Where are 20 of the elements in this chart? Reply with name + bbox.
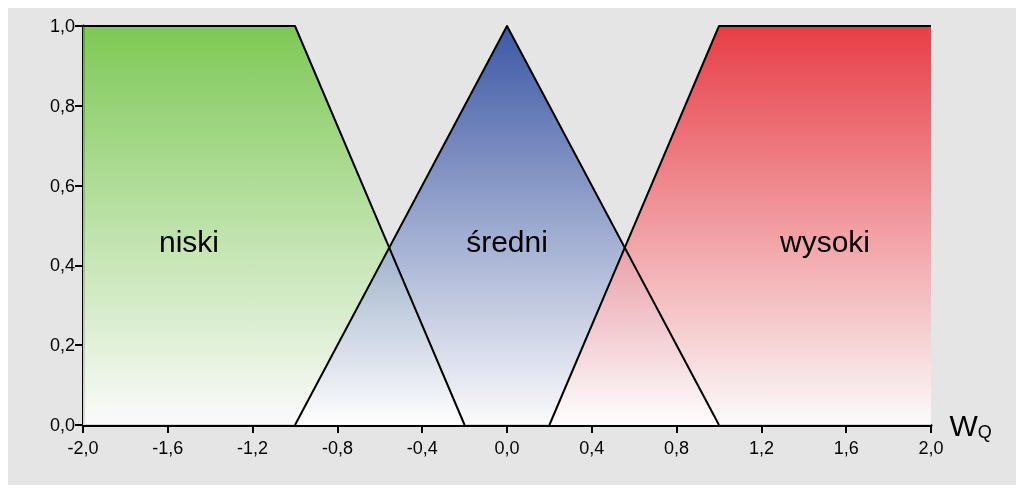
x-tick-label: 0,8 [664, 438, 690, 458]
y-tick-label: 0,2 [49, 335, 75, 356]
series-label: średni [466, 224, 548, 258]
x-tick-label: 0,0 [494, 438, 520, 458]
x-tick-label: 0,4 [579, 438, 605, 458]
x-tick-label: 1,6 [833, 438, 859, 458]
x-tick-label: -0,4 [406, 438, 438, 458]
x-tick-label: -0,8 [321, 438, 353, 458]
x-tick-label: -1,2 [237, 438, 269, 458]
series-label: niski [158, 224, 220, 258]
x-tick-label: 1,2 [748, 438, 774, 458]
series-label: wysoki [778, 224, 871, 258]
y-tick-label: 0,8 [49, 95, 75, 116]
y-tick-label: 0,6 [49, 175, 75, 196]
x-tick-label: -1,6 [152, 438, 184, 458]
y-tick-label: 1,0 [49, 16, 75, 36]
y-tick-label: 0,0 [49, 415, 75, 435]
x-tick-label: 2,0 [918, 438, 944, 458]
x-tick-label: -2,0 [67, 438, 99, 458]
y-tick-label: 0,4 [49, 255, 75, 276]
